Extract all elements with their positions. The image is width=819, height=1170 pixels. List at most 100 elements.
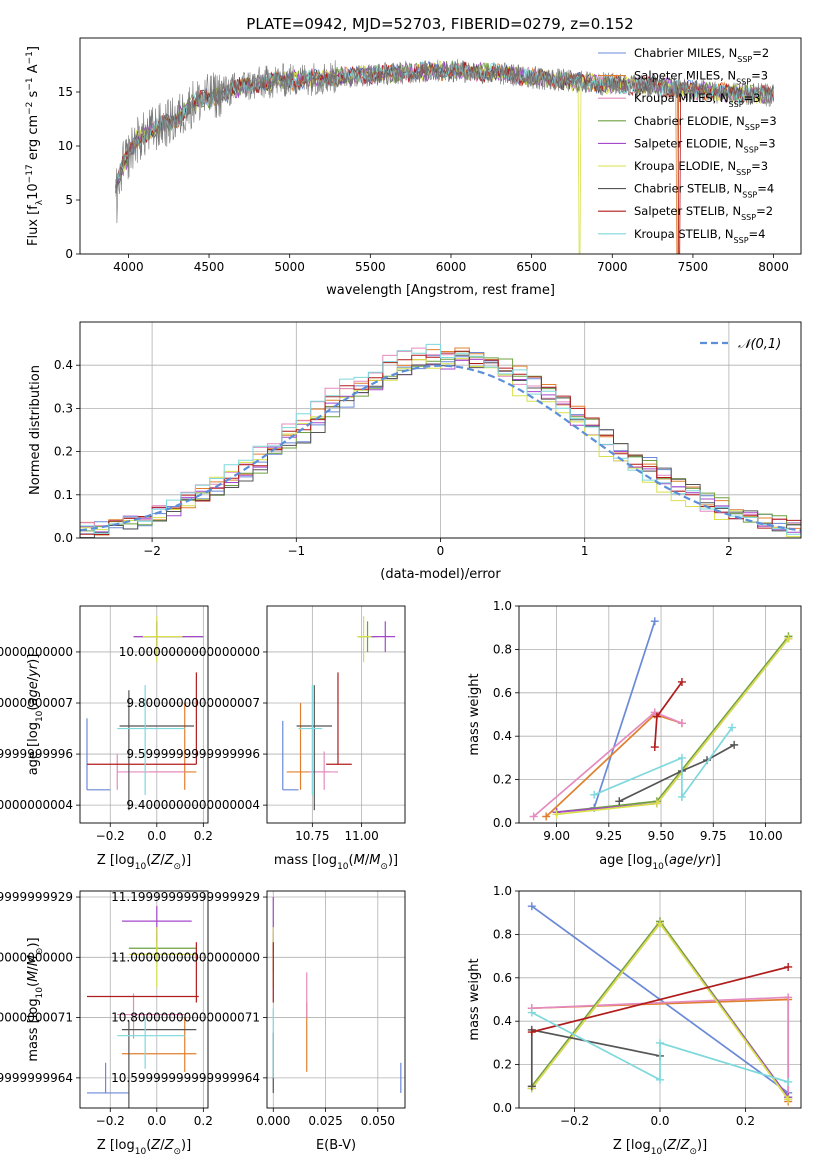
spectrum-xtick-label: 7500	[678, 260, 709, 274]
figure-title: PLATE=0942, MJD=52703, FIBERID=0279, z=0…	[246, 15, 633, 33]
spectrum-xtick-label: 7000	[597, 260, 628, 274]
errorbar-point	[119, 690, 195, 811]
residuals-ytick-label: 0.4	[54, 358, 73, 372]
weight-marker	[527, 1082, 536, 1091]
errorbar-point	[298, 685, 323, 795]
weight-vs-Z-ytick-label: 1.0	[493, 884, 512, 898]
mass-vs-Z-xtick-label: 0.2	[194, 1114, 213, 1128]
weight-marker	[650, 743, 659, 752]
errorbar-point	[371, 621, 396, 652]
weight-line	[556, 637, 790, 813]
residuals-panel: −2 −1 0 1 2 0.0 0.1 0.2 0.3 0.4 𝒩(0,1) (data-model)…	[28, 321, 802, 582]
mass-vs-EBV-plot	[272, 897, 402, 1093]
mass-vs-EBV-ytick-label: 11.00000000000000000	[111, 950, 260, 964]
age-vs-Z-plot	[86, 616, 204, 811]
errorbar-point	[86, 942, 199, 1003]
weight-line	[530, 1028, 661, 1087]
age-vs-mass-ytick-label: 9.8000000000000007	[126, 696, 260, 710]
age-vs-Z-panel: −0.2 0.0 0.2 9.4000000000000004 9.5999999999…	[0, 605, 213, 872]
spectrum-ytick-label: 10	[58, 139, 73, 153]
weight-vs-Z-ytick-label: 0.0	[493, 1101, 512, 1115]
weight-vs-age-xtick-label: 10.00	[748, 829, 782, 843]
mass-vs-Z-ytick-label: 11.19999999999999929	[0, 890, 73, 904]
mass-vs-Z-xlabel: Z [log10(Z/Z⊙)]	[97, 1138, 191, 1157]
age-vs-Z-ytick-label: 9.4000000000000004	[0, 798, 73, 812]
mass-vs-EBV-xtick-label: 0.050	[361, 1114, 395, 1128]
mass-vs-Z-ytick-label: 11.00000000000000000	[0, 950, 73, 964]
weight-marker	[529, 812, 538, 821]
weight-marker	[542, 812, 551, 821]
spectrum-xtick-label: 4500	[194, 260, 225, 274]
weight-marker	[677, 677, 686, 686]
weight-marker	[656, 1075, 664, 1084]
mass-vs-Z-panel: −0.2 0.0 0.2 10.59999999999999964 10.8000000…	[0, 890, 213, 1157]
weight-marker	[730, 740, 739, 749]
residuals-ytick-label: 0.2	[54, 445, 73, 459]
age-vs-Z-grid	[80, 606, 208, 823]
legend-entry: Salpeter ELODIE, NSSP=3	[634, 136, 776, 154]
weight-marker	[527, 1028, 536, 1037]
weight-vs-Z-ytick-label: 0.6	[493, 971, 512, 985]
mass-vs-EBV-frame	[266, 890, 406, 1109]
errorbar-point	[86, 672, 197, 765]
weight-vs-age-panel: 9.00 9.25 9.50 9.75 10.00 0.0 0.2 0.4 0.6 0.8 1.0 a…	[467, 599, 802, 872]
age-vs-Z-ylabel: age [log10(age/yr)]	[26, 654, 45, 776]
residuals-xtick-label: −2	[143, 544, 161, 558]
mass-vs-Z-plot	[86, 906, 199, 1108]
age-vs-mass-frame	[266, 605, 406, 824]
weight-line	[556, 635, 790, 813]
age-vs-Z-xtick-label: 0.0	[147, 829, 166, 843]
spectrum-xtick-label: 6000	[436, 260, 467, 274]
errorbar-point	[326, 672, 352, 765]
mass-vs-EBV-ytick-label: 10.80000000000000071	[111, 1011, 260, 1025]
legend-entry: Salpeter MILES, NSSP=3	[634, 69, 768, 87]
residuals-ylabel: Normed distribution	[28, 365, 43, 495]
weight-vs-age-frame	[518, 605, 802, 824]
residuals-xtick-label: 1	[581, 544, 589, 558]
errorbar-point	[121, 1020, 197, 1108]
weight-vs-age-ytick-label: 0.8	[493, 642, 512, 656]
weight-marker	[677, 753, 686, 762]
mass-vs-Z-grid	[80, 891, 208, 1108]
spectrum-ytick-label: 15	[58, 85, 73, 99]
weight-line	[531, 966, 789, 1033]
weight-marker	[552, 810, 561, 819]
weight-line	[531, 1011, 789, 1083]
age-vs-mass-ytick-label: 10.0000000000000000	[119, 645, 260, 659]
spectrum-xtick-label: 8000	[758, 260, 789, 274]
spectrum-xtick-label: 6500	[516, 260, 547, 274]
weight-vs-Z-ytick-label: 0.8	[493, 927, 512, 941]
weight-marker	[650, 708, 659, 717]
weight-vs-Z-ytick-label: 0.2	[493, 1058, 512, 1072]
errorbar-point	[128, 927, 197, 988]
weight-line	[556, 637, 790, 816]
spectrum-xtick-label: 5000	[274, 260, 305, 274]
weight-vs-Z-ylabel: mass weight	[467, 958, 482, 1040]
mass-vs-EBV-ytick-label: 10.59999999999999964	[111, 1071, 260, 1085]
age-vs-Z-frame	[79, 605, 209, 824]
weight-vs-Z-panel: −0.2 0.0 0.2 0.0 0.2 0.4 0.6 0.8 1.0 Z [log10(Z/Z…	[467, 884, 802, 1157]
errorbar-point	[357, 616, 372, 663]
errorbar-point	[117, 1017, 185, 1069]
spectrum-xtick-label: 4000	[113, 260, 144, 274]
weight-vs-Z-frame	[518, 890, 802, 1109]
errorbar-point	[296, 685, 333, 811]
weight-marker	[652, 799, 661, 808]
spectrum-xlabel: wavelength [Angstrom, rest frame]	[326, 283, 555, 298]
spectrum-model-line	[115, 61, 774, 254]
weight-marker	[650, 617, 659, 626]
weight-vs-age-plot	[529, 617, 793, 821]
weight-vs-Z-xtick-label: 0.2	[736, 1114, 755, 1128]
age-vs-mass-ytick-label: 9.5999999999999996	[126, 747, 260, 761]
age-vs-mass-panel: 10.75 11.00 9.4000000000000004 9.5999999999…	[119, 605, 406, 872]
residuals-xtick-label: 2	[725, 544, 733, 558]
legend-entry: Chabrier ELODIE, NSSP=3	[634, 114, 777, 132]
weight-vs-age-xtick-label: 9.00	[543, 829, 570, 843]
legend-entry: Chabrier STELIB, NSSP=4	[634, 182, 774, 200]
normal-curve	[80, 364, 801, 532]
weight-line	[618, 744, 735, 803]
mass-vs-EBV-ytick-label: 11.19999999999999929	[111, 890, 260, 904]
mass-vs-Z-xtick-label: −0.2	[96, 1114, 125, 1128]
age-vs-mass-xlabel: mass [log10(M/M⊙)]	[274, 853, 398, 872]
